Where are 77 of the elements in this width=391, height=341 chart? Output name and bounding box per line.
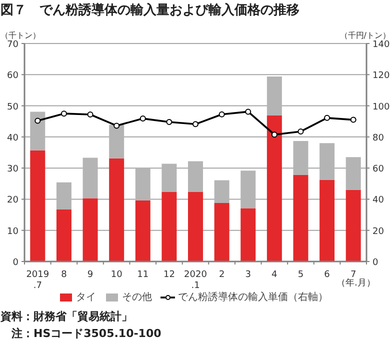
point <box>324 114 330 121</box>
x-tick-label: 12 <box>163 270 175 280</box>
bar <box>162 164 177 192</box>
y-tick-label: 0 <box>12 258 19 268</box>
bar <box>56 209 72 262</box>
x-tick-label: 10 <box>110 270 123 280</box>
x-tick-label: 2020 .1 <box>184 270 208 291</box>
x-tick-label: 4 <box>272 270 278 280</box>
bar <box>56 182 72 210</box>
y2-tick-label: 140 <box>372 40 390 50</box>
x-tick-label: 3 <box>245 270 251 280</box>
bar <box>320 180 335 262</box>
point <box>87 112 94 118</box>
bar <box>135 200 150 262</box>
bar <box>266 76 282 116</box>
point <box>114 122 120 129</box>
y-tick-label: 50 <box>7 102 19 112</box>
y2-tick-label: 60 <box>372 164 384 175</box>
y-tick-label: 60 <box>7 71 19 82</box>
legend-label: タイ <box>76 291 96 304</box>
x-tick-label: 8 <box>61 270 68 280</box>
bar <box>240 170 256 208</box>
y2-tick-label: 20 <box>372 226 384 237</box>
x-tick-label: 2 <box>218 270 225 280</box>
y-tick-label: 30 <box>7 164 19 175</box>
point <box>140 116 146 122</box>
bar <box>109 124 124 158</box>
y2-tick-label: 100 <box>372 102 390 112</box>
y2-tick-label: 80 <box>372 133 384 144</box>
bar <box>82 198 98 262</box>
point <box>245 108 252 115</box>
legend-label: でん粉誘導体の輸入単価（右軸） <box>178 290 328 304</box>
y2-tick-label: 120 <box>372 71 390 82</box>
bar <box>346 157 361 190</box>
y-tick-label: 70 <box>7 40 19 50</box>
bar <box>214 180 230 203</box>
point <box>271 132 278 138</box>
bar <box>266 115 282 262</box>
x-tick-label: 2019 .7 <box>26 270 50 291</box>
y2-tick-label: 40 <box>372 196 384 206</box>
y2-tick-label: 0 <box>372 258 378 268</box>
bar <box>346 190 361 262</box>
point <box>350 116 356 123</box>
bar <box>293 174 308 262</box>
y-tick-label: 20 <box>7 196 19 206</box>
bar <box>320 143 335 180</box>
text: 注：HSコード3505.10-100 <box>0 327 162 340</box>
point <box>298 128 304 134</box>
point <box>192 121 198 128</box>
bar <box>109 158 124 262</box>
point <box>60 110 67 117</box>
bar <box>82 158 98 198</box>
legend-label: その他 <box>122 291 152 304</box>
x-axis-title: （年.月） <box>336 278 376 288</box>
x-tick-label: 11 <box>137 270 149 280</box>
x-tick-label: 5 <box>298 270 304 280</box>
y-axis-title: （千トン） <box>0 31 40 40</box>
y-tick-label: 40 <box>7 133 19 144</box>
y-tick-label: 10 <box>7 226 19 237</box>
y2-axis-title: （千円/トン） <box>340 31 391 40</box>
x-tick-label: 6 <box>324 270 330 280</box>
x-tick-label: 9 <box>87 270 94 280</box>
x-tick-label: 7 <box>350 270 356 280</box>
bar <box>293 140 308 175</box>
bar <box>240 208 256 262</box>
bar <box>135 168 150 200</box>
bar <box>162 192 177 262</box>
bar <box>188 161 203 192</box>
point <box>218 111 225 118</box>
bar <box>188 192 203 262</box>
bar <box>30 112 46 150</box>
bar <box>214 202 230 262</box>
chart-title: 図７ でん粉誘導体の輸入量および輸入価格の推移 <box>0 2 300 18</box>
text: 資料：財務省「貿易統計」 <box>0 310 132 323</box>
point <box>34 118 41 124</box>
bar <box>30 150 46 262</box>
point <box>166 118 172 125</box>
